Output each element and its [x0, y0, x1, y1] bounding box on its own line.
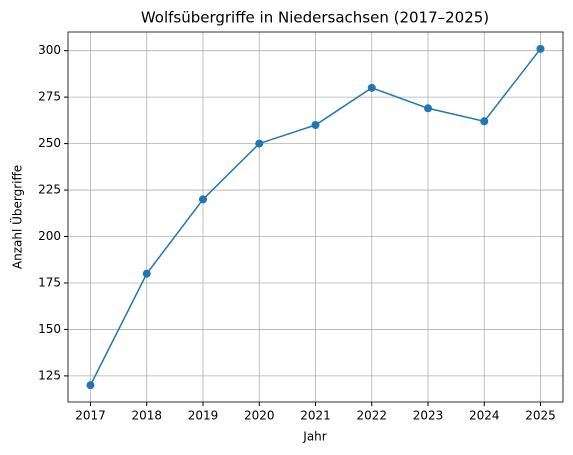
y-tick-label: 250 [38, 136, 61, 150]
y-tick-label: 225 [38, 183, 61, 197]
data-point [142, 269, 151, 278]
data-point [199, 195, 207, 204]
x-tick-label: 2022 [356, 409, 387, 423]
x-tick-label: 2023 [413, 409, 444, 423]
x-tick-label: 2019 [188, 409, 219, 423]
data-point [536, 44, 545, 53]
y-tick-label: 150 [38, 322, 61, 336]
plot-frame [67, 31, 564, 403]
x-tick-label: 2021 [300, 409, 331, 423]
y-tick-label: 125 [38, 368, 61, 382]
y-axis-label: Anzahl Übergriffe [9, 165, 25, 269]
data-point [255, 139, 264, 148]
data-point [367, 83, 376, 92]
x-tick-label: 2018 [131, 409, 162, 423]
y-tick-label: 200 [38, 229, 61, 243]
data-point [86, 381, 95, 390]
data-point [424, 104, 432, 113]
data-point [311, 121, 320, 130]
x-axis-label: Jahr [302, 430, 326, 444]
x-tick-label: 2020 [244, 409, 275, 423]
y-tick-label: 175 [38, 275, 61, 289]
y-tick-label: 300 [38, 43, 61, 57]
x-tick-label: 2024 [469, 409, 500, 423]
data-point [480, 117, 489, 126]
y-tick-label: 275 [38, 90, 61, 104]
x-tick-label: 2025 [525, 409, 556, 423]
chart-title: Wolfsübergriffe in Niedersachsen (2017–2… [141, 9, 489, 27]
x-tick-label: 2017 [75, 409, 106, 423]
